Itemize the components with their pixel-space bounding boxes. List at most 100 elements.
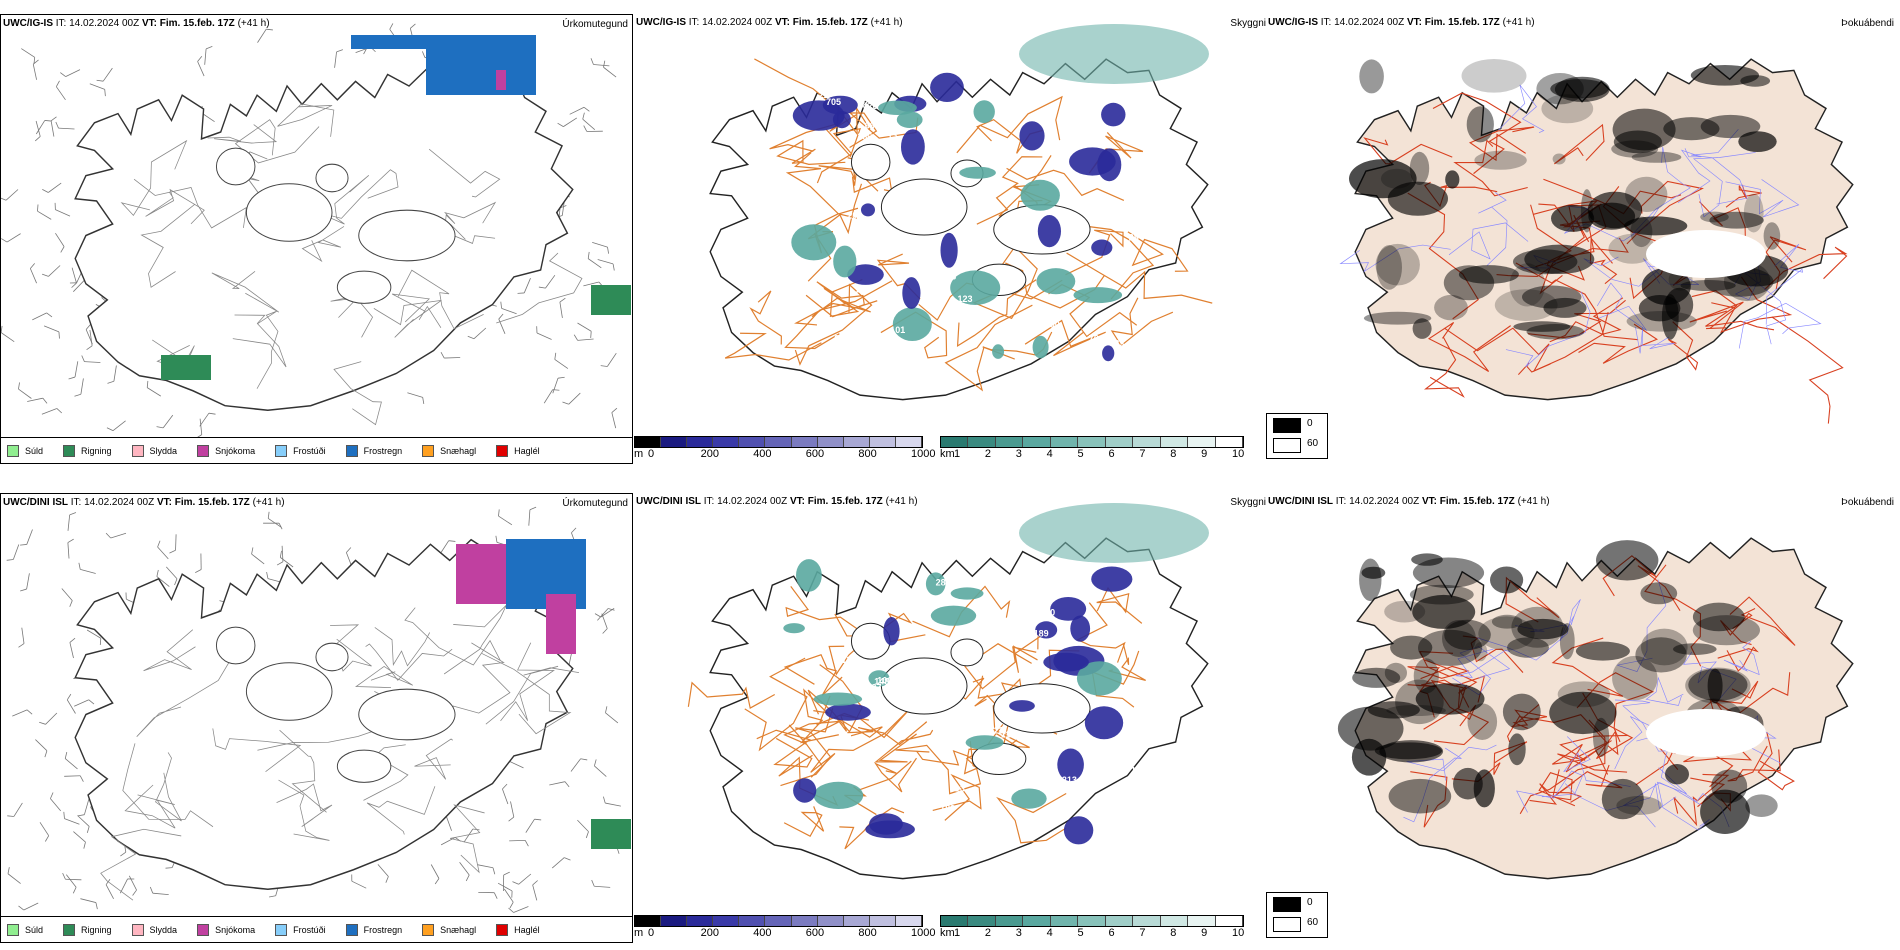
colorbar-tick: 400 bbox=[753, 448, 772, 460]
fog-index-patch bbox=[1745, 794, 1778, 817]
wind-barb bbox=[166, 566, 178, 586]
precip-map bbox=[1, 23, 631, 439]
fog-panel-row0: UWC/IG-IS IT: 14.02.2024 00Z VT: Fim. 15… bbox=[1266, 14, 1900, 464]
road-line bbox=[1076, 602, 1126, 663]
legend-swatch bbox=[7, 444, 19, 457]
wind-barb bbox=[197, 56, 205, 77]
wind-barb bbox=[43, 325, 60, 339]
visibility-colorbar-row0: km 1 2 3 4 5 6 7 8 9 10 bbox=[940, 436, 1260, 464]
colorbar-tick: 10 bbox=[1232, 927, 1245, 939]
wind-barb bbox=[119, 878, 135, 894]
cloud-base-patch bbox=[796, 559, 822, 592]
road-line bbox=[794, 297, 871, 326]
colorbar-tick: 1 bbox=[954, 448, 961, 460]
fog-legend-label: 60 bbox=[1307, 438, 1319, 449]
wind-barb bbox=[554, 352, 569, 369]
panel-title: Skyggni bbox=[1230, 18, 1266, 29]
road-line bbox=[1682, 651, 1737, 699]
fog-index-patch bbox=[1458, 265, 1519, 284]
fog-index-patch bbox=[1665, 287, 1694, 323]
fog-legend-row0: 0 60 bbox=[1266, 413, 1328, 459]
wind-barb bbox=[34, 120, 41, 142]
road-line bbox=[794, 283, 873, 366]
legend-label: Frostúði bbox=[293, 924, 326, 935]
cloud-base-patch bbox=[1050, 597, 1087, 621]
cloud-base-patch bbox=[973, 100, 995, 124]
cloud-base-patch bbox=[1076, 661, 1122, 696]
cloud-base-patch bbox=[930, 605, 977, 626]
cloud-base-patch bbox=[783, 623, 805, 634]
legend-label: Slydda bbox=[149, 445, 178, 456]
fog-index-patch bbox=[1388, 778, 1452, 814]
legend-swatch bbox=[63, 444, 76, 457]
fog-index-patch bbox=[1526, 324, 1585, 340]
wind-barb bbox=[18, 902, 39, 911]
wind-barb bbox=[587, 251, 602, 269]
wind-barb bbox=[1, 325, 15, 343]
road-line bbox=[1557, 734, 1629, 773]
cloud-base-patch bbox=[791, 224, 837, 261]
wind-barb bbox=[65, 874, 77, 894]
wind-barb bbox=[498, 509, 513, 526]
road-line bbox=[1725, 179, 1800, 218]
road-line bbox=[816, 128, 862, 184]
wind-barb bbox=[543, 389, 560, 404]
wind-barb bbox=[60, 69, 81, 77]
wind-barb bbox=[592, 242, 610, 254]
cloud-base-patch bbox=[925, 572, 946, 596]
wind-barb bbox=[12, 709, 33, 717]
legend-swatch bbox=[345, 923, 358, 936]
road-line bbox=[1727, 745, 1781, 782]
wind-barb bbox=[512, 873, 532, 885]
road-line bbox=[404, 607, 501, 666]
fog-index-patch bbox=[1361, 566, 1386, 579]
legend-label: Súld bbox=[25, 445, 44, 456]
cloud-base-label: 119 bbox=[1081, 342, 1096, 352]
road-line bbox=[1596, 282, 1648, 331]
glacier-outline bbox=[993, 683, 1091, 734]
glacier-white bbox=[1646, 709, 1766, 757]
cloud-base-patch bbox=[1009, 700, 1035, 712]
fog-index-patch bbox=[1536, 73, 1584, 105]
fog-index-patch bbox=[1522, 285, 1582, 309]
colorbar-tick: 9 bbox=[1201, 448, 1208, 460]
legend-label: Snjókoma bbox=[215, 924, 256, 935]
road-line bbox=[452, 642, 511, 716]
colorbar-tick: 400 bbox=[753, 927, 772, 939]
fog-index-patch bbox=[1491, 614, 1523, 629]
wind-barb bbox=[50, 116, 57, 137]
legend-label: Súld bbox=[25, 924, 44, 935]
cloud-base-label: 426 bbox=[863, 101, 878, 111]
cloud-base-patch bbox=[822, 95, 858, 115]
panel-title: Úrkomutegund bbox=[562, 19, 628, 30]
panel-header: UWC/DINI ISL IT: 14.02.2024 00Z VT: Fim.… bbox=[3, 497, 285, 508]
wind-barb bbox=[146, 380, 162, 397]
road-line bbox=[207, 124, 278, 144]
legend-swatch bbox=[7, 923, 19, 936]
cloud-base-patch bbox=[883, 617, 900, 646]
colorbar-tick: 5 bbox=[1077, 448, 1084, 460]
road-line bbox=[374, 627, 431, 667]
fog-map bbox=[1339, 58, 1854, 424]
cloud-base-patch bbox=[868, 670, 890, 687]
panel-header: UWC/IG-IS IT: 14.02.2024 00Z VT: Fim. 15… bbox=[636, 17, 903, 28]
legend-item: Snjókoma bbox=[197, 923, 256, 936]
panel-title: Úrkomutegund bbox=[562, 498, 628, 509]
road-line bbox=[100, 828, 182, 901]
fog-index-patch bbox=[1461, 59, 1527, 93]
colorbar-tick: 6 bbox=[1108, 448, 1115, 460]
fog-index-patch bbox=[1494, 289, 1558, 321]
wind-barb bbox=[41, 265, 61, 277]
road-line bbox=[133, 178, 247, 229]
road-line bbox=[1720, 612, 1753, 646]
wind-barb bbox=[69, 637, 76, 659]
panel-header: UWC/DINI ISL IT: 14.02.2024 00Z VT: Fim.… bbox=[1268, 496, 1550, 507]
cloud-base-patch bbox=[1043, 652, 1089, 672]
road-line bbox=[1407, 192, 1479, 320]
colorbar-tick: 200 bbox=[700, 448, 719, 460]
cloud-base-patch bbox=[1032, 335, 1049, 359]
road-line bbox=[932, 773, 982, 821]
fog-index-patch bbox=[1616, 796, 1662, 815]
road-line bbox=[1519, 719, 1606, 815]
road-line bbox=[1505, 576, 1560, 623]
